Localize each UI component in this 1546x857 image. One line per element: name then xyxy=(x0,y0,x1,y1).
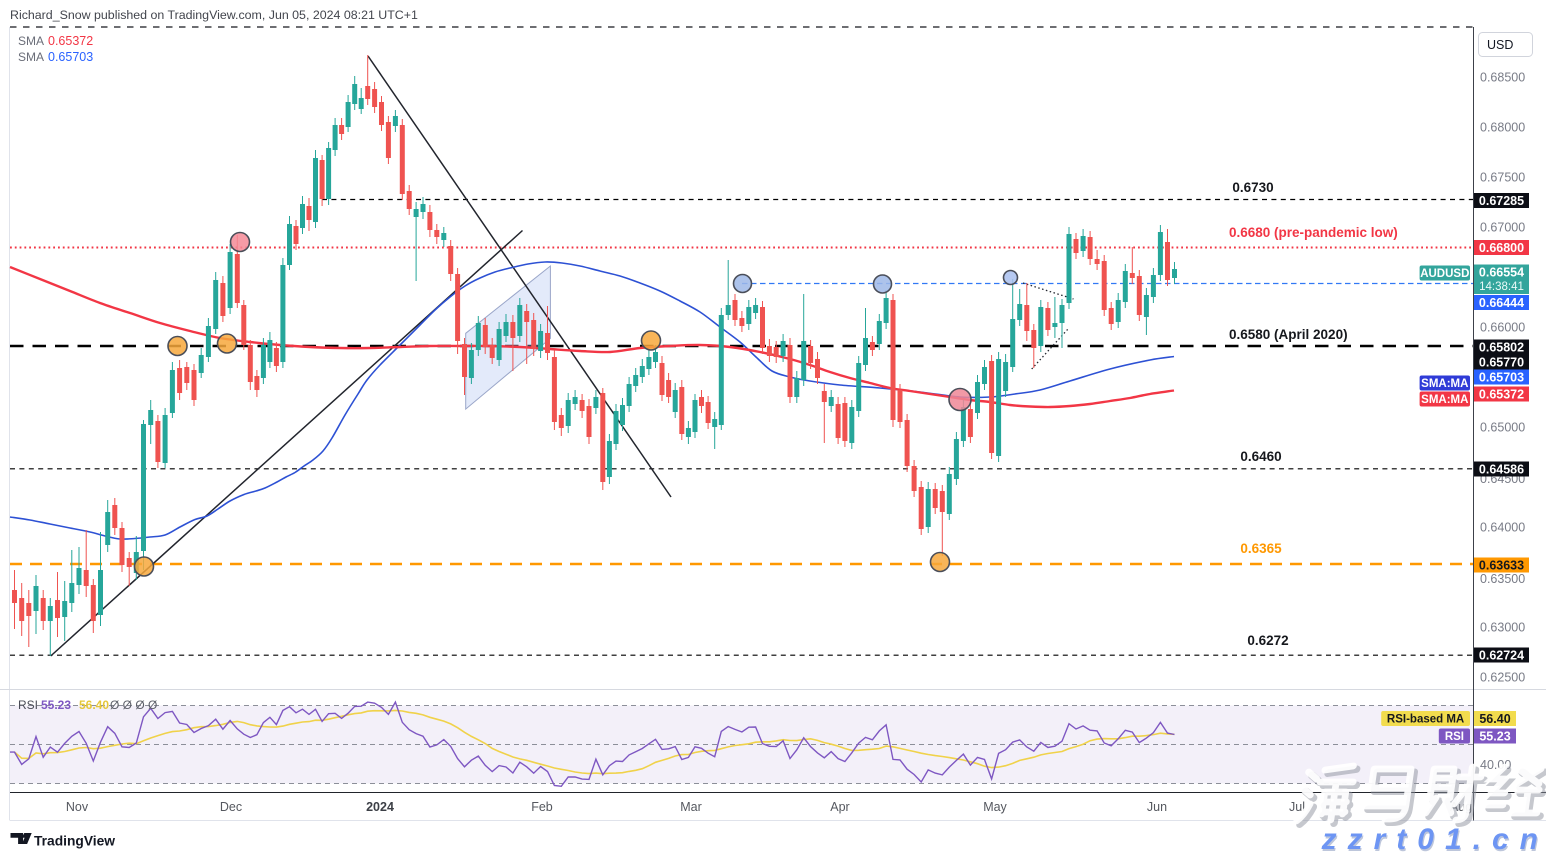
svg-text:TradingView: TradingView xyxy=(34,834,115,849)
svg-text:RSI-based MA: RSI-based MA xyxy=(1387,714,1464,726)
svg-text:Richard_Snow published on Trad: Richard_Snow published on TradingView.co… xyxy=(10,8,418,22)
svg-text:0.67500: 0.67500 xyxy=(1480,171,1525,185)
svg-text:Nov: Nov xyxy=(66,800,89,814)
svg-text:SMA: SMA xyxy=(18,50,44,64)
svg-text:0.6365: 0.6365 xyxy=(1240,541,1282,556)
svg-text:0.65703: 0.65703 xyxy=(1479,370,1524,384)
svg-text:0.6460: 0.6460 xyxy=(1240,449,1281,464)
svg-text:RSI: RSI xyxy=(18,698,38,712)
svg-text:0.6730: 0.6730 xyxy=(1232,180,1273,195)
svg-text:0.65770: 0.65770 xyxy=(1479,355,1524,369)
svg-text:RSI: RSI xyxy=(1445,731,1464,743)
svg-text:0.68000: 0.68000 xyxy=(1480,121,1525,135)
svg-text:0.68500: 0.68500 xyxy=(1480,71,1525,85)
svg-text:zzrt01.cn: zzrt01.cn xyxy=(1322,825,1546,857)
svg-text:0.65703: 0.65703 xyxy=(48,50,93,64)
svg-text:Ø Ø Ø Ø: Ø Ø Ø Ø xyxy=(110,698,157,712)
svg-text:Feb: Feb xyxy=(531,800,553,814)
svg-text:55.23: 55.23 xyxy=(1479,729,1510,743)
svg-text:0.63633: 0.63633 xyxy=(1479,558,1524,572)
svg-text:Jun: Jun xyxy=(1147,800,1167,814)
svg-text:0.66000: 0.66000 xyxy=(1480,321,1525,335)
svg-text:14:38:41: 14:38:41 xyxy=(1479,281,1524,293)
svg-text:SMA: SMA xyxy=(18,34,44,48)
svg-text:2024: 2024 xyxy=(366,800,394,814)
svg-text:Jul: Jul xyxy=(1289,800,1305,814)
svg-text:0.6680 (pre-pandemic low): 0.6680 (pre-pandemic low) xyxy=(1229,225,1398,240)
svg-text:USD: USD xyxy=(1487,38,1513,52)
svg-text:0.6580 (April 2020): 0.6580 (April 2020) xyxy=(1229,327,1348,342)
svg-text:0.65000: 0.65000 xyxy=(1480,421,1525,435)
svg-text:0.62500: 0.62500 xyxy=(1480,671,1525,685)
svg-text:Apr: Apr xyxy=(830,800,849,814)
svg-text:0.65802: 0.65802 xyxy=(1479,340,1524,354)
svg-text:0.67285: 0.67285 xyxy=(1479,194,1524,208)
svg-text:Mar: Mar xyxy=(680,800,702,814)
svg-text:0.66444: 0.66444 xyxy=(1479,296,1524,310)
svg-text:56.40: 56.40 xyxy=(1479,712,1510,726)
svg-text:SMA:MA: SMA:MA xyxy=(1421,394,1468,406)
svg-text:May: May xyxy=(983,800,1007,814)
svg-text:0.64586: 0.64586 xyxy=(1479,462,1524,476)
svg-text:SMA:MA: SMA:MA xyxy=(1421,378,1468,390)
svg-text:0.64000: 0.64000 xyxy=(1480,521,1525,535)
svg-text:55.23: 55.23 xyxy=(41,698,71,712)
svg-text:0.62724: 0.62724 xyxy=(1479,648,1524,662)
svg-text:0.6272: 0.6272 xyxy=(1247,633,1288,648)
svg-text:0.67000: 0.67000 xyxy=(1480,221,1525,235)
svg-text:0.65372: 0.65372 xyxy=(1479,387,1524,401)
svg-text:0.63500: 0.63500 xyxy=(1480,572,1525,586)
svg-text:0.66800: 0.66800 xyxy=(1479,241,1524,255)
svg-text:AUDUSD: AUDUSD xyxy=(1420,268,1469,280)
svg-text:Dec: Dec xyxy=(220,800,242,814)
svg-text:0.63000: 0.63000 xyxy=(1480,621,1525,635)
svg-text:0.65372: 0.65372 xyxy=(48,34,93,48)
svg-text:zzrt01.cn: zzrt01.cn xyxy=(1321,823,1546,856)
svg-text:0.66554: 0.66554 xyxy=(1479,266,1524,280)
svg-text:56.40: 56.40 xyxy=(79,698,109,712)
